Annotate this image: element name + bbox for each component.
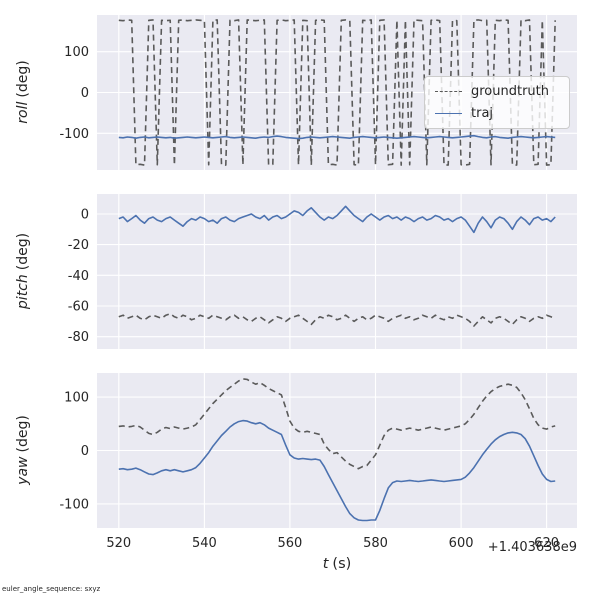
ytick-label-roll: 0 <box>81 86 89 101</box>
series-roll-groundtruth <box>118 19 556 166</box>
ytick-label-yaw: -100 <box>59 497 89 512</box>
solid-line-sample-icon <box>435 113 462 114</box>
xtick-label: 580 <box>363 536 388 551</box>
ylabel-roll-unit: (deg) <box>15 60 31 98</box>
series-pitch-groundtruth <box>118 312 556 327</box>
ytick-label-pitch: -20 <box>68 238 89 253</box>
ylabel-yaw-unit: (deg) <box>15 415 31 453</box>
ylabel-pitch: pitch (deg) <box>15 171 35 371</box>
ylabel-yaw-var: yaw <box>15 456 31 485</box>
xtick-label: 520 <box>106 536 131 551</box>
ytick-label-yaw: 100 <box>64 391 89 406</box>
ytick-label-pitch: -60 <box>68 300 89 315</box>
ytick-label-roll: -100 <box>59 127 89 142</box>
legend: groundtruth traj <box>424 76 570 129</box>
ylabel-roll-var: roll <box>15 101 31 124</box>
ytick-label-pitch: -80 <box>68 330 89 345</box>
x-axis-label-var: t <box>322 556 329 572</box>
ytick-label-pitch: -40 <box>68 269 89 284</box>
ytick-label-yaw: 0 <box>81 444 89 459</box>
ytick-label-pitch: 0 <box>81 208 89 223</box>
dashed-line-sample-icon <box>435 91 462 92</box>
ytick-label-roll: 100 <box>64 45 89 60</box>
xtick-label: 620 <box>534 536 559 551</box>
euler-sequence-note: euler_angle_sequence: sxyz <box>2 585 101 593</box>
ylabel-yaw: yaw (deg) <box>15 350 35 550</box>
xtick-label: 540 <box>192 536 217 551</box>
xtick-label: 560 <box>277 536 302 551</box>
x-axis-label: t (s) <box>97 556 577 572</box>
legend-label-traj: traj <box>471 106 494 121</box>
xtick-label: 600 <box>449 536 474 551</box>
x-axis-offset-text: +1.403638e9 <box>487 540 577 555</box>
series-roll-traj <box>118 134 556 140</box>
ylabel-pitch-unit: (deg) <box>15 232 31 271</box>
ylabel-roll: roll (deg) <box>15 0 35 192</box>
series-pitch-traj <box>118 205 556 234</box>
legend-label-groundtruth: groundtruth <box>471 84 550 99</box>
x-axis-label-unit: (s) <box>332 556 352 572</box>
series-yaw-traj <box>118 419 556 522</box>
legend-item-groundtruth: groundtruth <box>435 84 559 99</box>
ylabel-pitch-var: pitch <box>15 274 31 310</box>
legend-item-traj: traj <box>435 106 559 121</box>
series-yaw-groundtruth <box>118 378 556 470</box>
